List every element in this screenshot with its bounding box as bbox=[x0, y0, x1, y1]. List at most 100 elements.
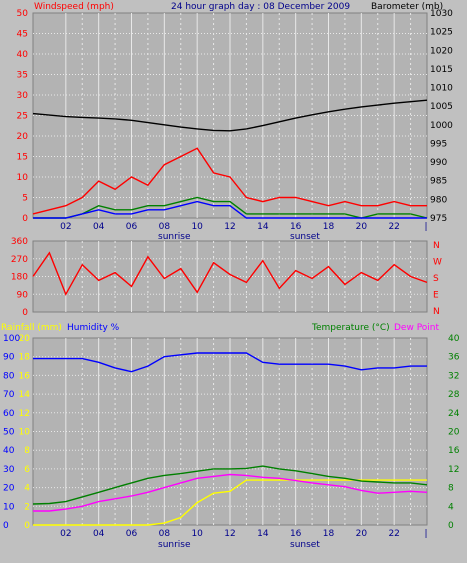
wind-tick-label: 10 bbox=[17, 173, 29, 183]
humidity-tick-label: 60 bbox=[3, 409, 15, 419]
wind-tick-label: 35 bbox=[17, 71, 28, 81]
x-tick-label: 08 bbox=[159, 222, 171, 232]
direction-tick-label: 0 bbox=[22, 308, 28, 318]
wind-tick-label: 45 bbox=[17, 30, 28, 40]
x-tick-label: 12 bbox=[224, 529, 235, 539]
temperature-tick-label: 32 bbox=[448, 371, 459, 381]
direction-letter: N bbox=[433, 307, 440, 317]
temperature-tick-label: 20 bbox=[448, 428, 460, 438]
rain-tick-label: 14 bbox=[19, 390, 31, 400]
temperature-tick-label: 28 bbox=[448, 390, 460, 400]
temperature-tick-label: 36 bbox=[448, 353, 460, 363]
barometer-axis-title: Barometer (mb) bbox=[371, 2, 443, 12]
x-tick-label: 16 bbox=[290, 529, 302, 539]
rain-tick-label: 10 bbox=[19, 428, 31, 438]
humidity-tick-label: 50 bbox=[3, 428, 15, 438]
temperature-tick-label: 12 bbox=[448, 465, 459, 475]
rain-tick-label: 16 bbox=[19, 371, 31, 381]
x-tick-label: 10 bbox=[191, 222, 203, 232]
wind-grid bbox=[33, 13, 427, 218]
rain-tick-label: 4 bbox=[24, 484, 30, 494]
direction-tick-label: 360 bbox=[11, 237, 28, 247]
x-tick-label: 14 bbox=[257, 529, 269, 539]
x-tick-label: 20 bbox=[356, 222, 368, 232]
direction-tick-label: 180 bbox=[11, 273, 28, 283]
x-tick-label: 02 bbox=[60, 529, 71, 539]
rainfall-line bbox=[33, 479, 427, 526]
humidity-tick-label: 40 bbox=[3, 446, 15, 456]
barometer-tick-label: 990 bbox=[430, 158, 447, 168]
temperature-axis-title: Temperature (°C) bbox=[311, 323, 390, 333]
barometer-tick-label: 1010 bbox=[430, 84, 453, 94]
x-tick-label: | bbox=[424, 529, 427, 539]
humidity-tick-label: 10 bbox=[3, 502, 15, 512]
x-tick-label: | bbox=[424, 222, 427, 232]
temperature-tick-label: 24 bbox=[448, 409, 460, 419]
bottom-sunset-label: sunset bbox=[290, 540, 320, 550]
x-tick-label: 22 bbox=[388, 222, 399, 232]
barometer-tick-label: 1005 bbox=[430, 102, 453, 112]
rain-axis-title: Rainfall (mm) bbox=[1, 323, 62, 333]
x-tick-label: 18 bbox=[323, 222, 335, 232]
barometer-tick-label: 980 bbox=[430, 195, 447, 205]
rain-tick-label: 0 bbox=[24, 521, 30, 531]
temperature-line bbox=[32, 465, 428, 505]
temperature-tick-label: 40 bbox=[448, 334, 460, 344]
direction-letter: N bbox=[433, 241, 440, 251]
barometer-tick-label: 1015 bbox=[430, 65, 453, 75]
direction-line bbox=[32, 251, 428, 296]
direction-letter: E bbox=[433, 291, 439, 301]
wind-tick-label: 40 bbox=[17, 50, 29, 60]
barometer-tick-label: 975 bbox=[430, 214, 447, 224]
direction-plot bbox=[32, 251, 428, 296]
x-tick-label: 12 bbox=[224, 222, 235, 232]
dewpoint-axis-title: Dew Point bbox=[394, 323, 440, 333]
x-tick-label: 06 bbox=[126, 222, 138, 232]
humidity-tick-label: 20 bbox=[3, 484, 15, 494]
wind-plot bbox=[32, 99, 428, 219]
rain-tick-label: 8 bbox=[24, 446, 30, 456]
rain-tick-label: 18 bbox=[19, 353, 31, 363]
wind-tick-label: 25 bbox=[17, 112, 28, 122]
x-tick-label: 06 bbox=[126, 529, 138, 539]
wind-tick-label: 50 bbox=[17, 9, 29, 19]
humidity-axes: 0102030405060708090100024681012141618200… bbox=[3, 334, 460, 539]
barometer-tick-label: 1000 bbox=[430, 121, 453, 131]
humidity-tick-label: 100 bbox=[3, 334, 20, 344]
windspeed-line bbox=[32, 147, 427, 215]
barometer-tick-label: 1025 bbox=[430, 28, 453, 38]
direction-grid bbox=[33, 241, 427, 312]
bottom-sunrise-label: sunrise bbox=[158, 540, 191, 550]
graph-title: 24 hour graph day : 08 December 2009 bbox=[171, 2, 350, 12]
temperature-tick-label: 4 bbox=[448, 502, 454, 512]
x-tick-label: 08 bbox=[159, 529, 171, 539]
direction-letter: S bbox=[433, 274, 439, 284]
x-tick-label: 20 bbox=[356, 529, 368, 539]
x-tick-label: 10 bbox=[191, 529, 203, 539]
barometer-tick-label: 985 bbox=[430, 177, 447, 187]
x-tick-label: 22 bbox=[388, 529, 399, 539]
wind-series-4 bbox=[33, 200, 427, 219]
humidity-line bbox=[33, 352, 427, 373]
temperature-tick-label: 0 bbox=[448, 521, 454, 531]
barometer-tick-label: 1020 bbox=[430, 46, 453, 56]
x-tick-label: 04 bbox=[93, 529, 105, 539]
barometer-tick-label: 995 bbox=[430, 139, 447, 149]
temperature-tick-label: 16 bbox=[448, 446, 460, 456]
rain-tick-label: 6 bbox=[24, 465, 30, 475]
dewpoint-line bbox=[33, 473, 428, 512]
x-tick-label: 04 bbox=[93, 222, 105, 232]
wind-tick-label: 20 bbox=[17, 132, 29, 142]
top-sunrise-label: sunrise bbox=[158, 232, 191, 242]
humidity-tick-label: 90 bbox=[3, 353, 15, 363]
top-sunset-label: sunset bbox=[290, 232, 320, 242]
temperature-tick-label: 8 bbox=[448, 484, 454, 494]
direction-tick-label: 270 bbox=[11, 255, 28, 265]
x-tick-label: 14 bbox=[257, 222, 269, 232]
barometer-line bbox=[32, 99, 428, 132]
wind-tick-label: 15 bbox=[17, 153, 28, 163]
rain-tick-label: 20 bbox=[19, 334, 31, 344]
